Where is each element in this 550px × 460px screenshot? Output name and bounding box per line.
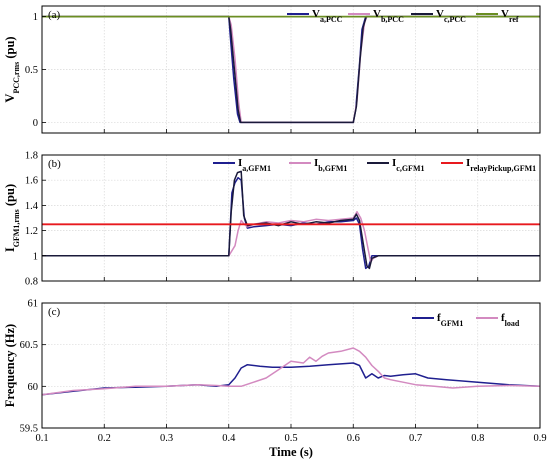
- series-line-b-gfm1: [42, 210, 540, 263]
- series-line-load: [41, 347, 541, 396]
- chart-panel-1: 00.51 (a)VPCC,rms (pu)Va,PCC Vb,PCC Vc,PCC V…: [3, 5, 541, 134]
- y-tick-label: 1.2: [25, 226, 38, 237]
- legend-entry: IrelayPickup,GFM1: [466, 157, 536, 173]
- series-line-c-pcc: [42, 15, 540, 124]
- y-axis-label: Frequency (Hz): [3, 324, 17, 407]
- x-tick-label: 0.4: [222, 433, 236, 444]
- legend-entry: Vref: [501, 8, 519, 24]
- y-tick-label: 0: [33, 118, 38, 129]
- y-tick-label: 1: [33, 12, 38, 23]
- y-tick-label: 0.5: [25, 65, 38, 76]
- y-axis-label: VPCC,rms (pu): [3, 36, 21, 102]
- y-tick-label: 1.4: [25, 201, 39, 212]
- x-tick-label: 0.9: [533, 433, 546, 444]
- y-tick-label: 60: [28, 382, 39, 393]
- x-tick-label: 0.3: [160, 433, 173, 444]
- legend: Va,PCC Vb,PCC Vc,PCC Vref: [287, 8, 519, 24]
- chart-panel-2: 0.8 1 1.2 1.4 1.6 1.8 (b) IGFM1,rms (pu) Ia,GFM1…: [3, 151, 541, 288]
- y-tick-label: 1: [33, 251, 38, 262]
- legend-entry: Vb,PCC: [373, 8, 404, 24]
- y-axis-label: IGFM1,rms (pu): [3, 184, 21, 252]
- y-tick-label: 0.8: [25, 277, 38, 288]
- panel-label: (c): [48, 306, 61, 318]
- x-tick-label: 0.8: [471, 433, 484, 444]
- x-tick-label: 0.6: [347, 433, 360, 444]
- legend-entry: Va,PCC: [312, 8, 343, 24]
- y-tick-label: 61: [28, 299, 39, 310]
- panel-label: (a): [48, 9, 61, 21]
- legend: fGFM1 fload: [412, 312, 520, 328]
- x-tick-label: 0.5: [284, 433, 297, 444]
- legend-entry: Ib,GFM1: [314, 157, 347, 173]
- y-tick-label: 60.5: [20, 340, 38, 351]
- legend-entry: fload: [501, 312, 520, 328]
- y-tick-label: 1.6: [25, 176, 38, 187]
- y-tick-label: 59.5: [20, 424, 38, 435]
- x-tick-label: 0.7: [409, 433, 422, 444]
- chart-panel-3: 59.5 60 60.5 61 0.1 0.2 0.3 0.4 0.5 0.6 0.7 0.8 0.9 (…: [3, 299, 547, 460]
- x-tick-label: 0.2: [98, 433, 111, 444]
- x-tick-label: 0.1: [35, 433, 48, 444]
- legend-entry: Ia,GFM1: [238, 157, 271, 173]
- legend: Ia,GFM1 Ib,GFM1 Ic,GFM1 IrelayPickup,GFM1: [213, 157, 536, 173]
- panel-label: (b): [48, 158, 61, 170]
- x-axis-label: Time (s): [269, 445, 313, 459]
- legend-entry: fGFM1: [437, 312, 463, 328]
- legend-entry: Ic,GFM1: [392, 157, 425, 173]
- y-tick-label: 1.8: [25, 151, 38, 162]
- legend-entry: Vc,PCC: [436, 8, 466, 24]
